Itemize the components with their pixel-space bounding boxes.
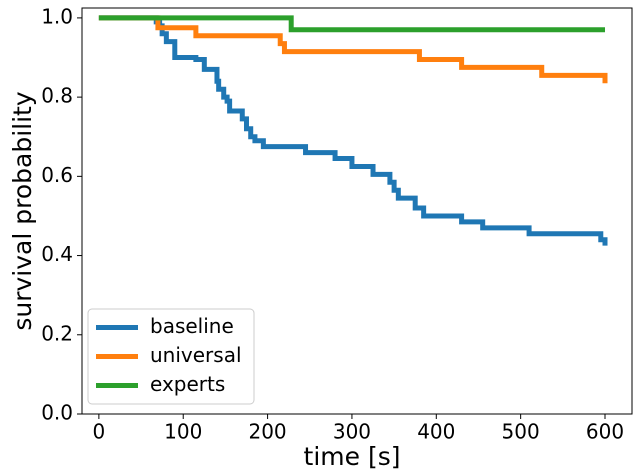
x-tick-label: 600 [586,420,624,444]
legend-box [87,308,255,405]
y-tick-label: 0.2 [41,321,73,345]
y-tick-label: 0.0 [41,401,73,425]
x-axis-label: time [s] [304,442,401,471]
series-line [98,15,606,33]
x-tick-label: 500 [502,420,540,444]
x-tick-label: 400 [417,420,455,444]
y-tick-label: 1.0 [41,4,73,28]
series-line [98,15,608,246]
x-tick-label: 200 [248,420,286,444]
x-tick-label: 0 [93,420,106,444]
series-line [98,15,608,84]
y-tick-label: 0.4 [41,242,73,266]
y-axis-label: survival probability [8,91,37,330]
legend: baseline universal experts [87,308,255,405]
y-tick-label: 0.8 [41,84,73,108]
legend-label: experts [150,372,225,396]
y-tick-label: 0.6 [41,163,73,187]
x-tick-label: 100 [164,420,202,444]
x-tick-label: 300 [333,420,371,444]
plot-frame [81,7,633,415]
legend-label: universal [150,343,242,367]
legend-label: baseline [150,314,234,338]
